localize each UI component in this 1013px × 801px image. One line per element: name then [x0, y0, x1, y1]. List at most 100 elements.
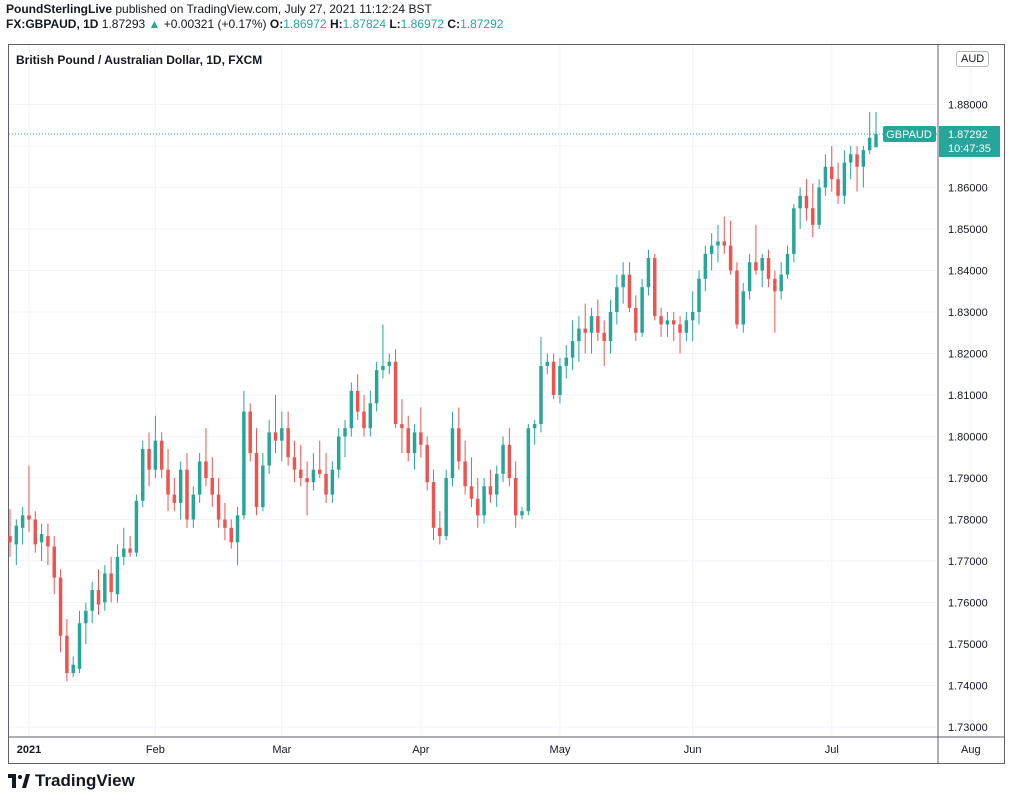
candle-body[interactable]	[159, 440, 164, 470]
candle-body[interactable]	[608, 312, 613, 342]
candle-body[interactable]	[438, 527, 442, 537]
candle-body[interactable]	[14, 525, 19, 545]
candle-body[interactable]	[545, 361, 550, 366]
candle-body[interactable]	[855, 154, 859, 167]
candle-body[interactable]	[678, 324, 682, 333]
candle-body[interactable]	[84, 610, 88, 624]
candle-body[interactable]	[381, 365, 385, 371]
candle-body[interactable]	[216, 494, 221, 520]
candle-body[interactable]	[539, 365, 543, 425]
candle-body[interactable]	[728, 245, 733, 271]
candle-body[interactable]	[804, 195, 809, 209]
candle-body[interactable]	[96, 590, 101, 605]
candle-body[interactable]	[634, 307, 638, 333]
candle-body[interactable]	[412, 432, 417, 454]
candle-body[interactable]	[621, 274, 625, 288]
candle-body[interactable]	[773, 278, 777, 292]
candle-body[interactable]	[324, 473, 328, 495]
candle-body[interactable]	[235, 515, 240, 543]
candle-body[interactable]	[115, 556, 120, 595]
candle-body[interactable]	[305, 478, 309, 483]
candle-body[interactable]	[659, 316, 663, 325]
candle-body[interactable]	[229, 527, 233, 543]
candle-body[interactable]	[690, 312, 695, 321]
candle-body[interactable]	[798, 195, 802, 209]
candle-body[interactable]	[336, 436, 341, 470]
candle-body[interactable]	[8, 536, 12, 543]
candle-body[interactable]	[646, 258, 651, 288]
candle-body[interactable]	[754, 262, 758, 271]
candle-body[interactable]	[431, 482, 436, 528]
candle-body[interactable]	[596, 316, 600, 333]
candle-body[interactable]	[842, 162, 847, 196]
candle-body[interactable]	[299, 469, 303, 478]
candle-body[interactable]	[653, 258, 657, 317]
candle-body[interactable]	[615, 287, 619, 312]
candle-body[interactable]	[526, 428, 531, 512]
candle-body[interactable]	[185, 469, 189, 520]
candle-body[interactable]	[242, 411, 246, 516]
candle-body[interactable]	[197, 461, 202, 495]
candle-body[interactable]	[223, 519, 227, 528]
candle-body[interactable]	[33, 519, 38, 545]
candle-body[interactable]	[52, 546, 56, 578]
candle-body[interactable]	[671, 320, 676, 325]
candle-body[interactable]	[450, 428, 455, 478]
candle-body[interactable]	[830, 166, 834, 180]
candle-body[interactable]	[362, 411, 366, 429]
candle-body[interactable]	[368, 403, 373, 429]
candle-body[interactable]	[254, 453, 259, 508]
candle-body[interactable]	[709, 245, 714, 254]
candle-body[interactable]	[602, 332, 606, 342]
candle-body[interactable]	[425, 444, 429, 483]
candle-body[interactable]	[355, 390, 360, 412]
candle-body[interactable]	[273, 432, 278, 441]
candle-body[interactable]	[469, 486, 474, 499]
candle-body[interactable]	[286, 428, 290, 458]
candle-body[interactable]	[406, 428, 410, 454]
candle-body[interactable]	[558, 365, 562, 395]
candle-body[interactable]	[779, 274, 783, 292]
candle-body[interactable]	[747, 262, 752, 292]
candle-body[interactable]	[191, 494, 196, 520]
candle-body[interactable]	[248, 411, 252, 454]
candle-body[interactable]	[444, 478, 448, 537]
candle-body[interactable]	[570, 341, 575, 358]
candle-body[interactable]	[71, 664, 75, 674]
candle-body[interactable]	[861, 150, 866, 167]
candle-body[interactable]	[65, 635, 69, 674]
candle-body[interactable]	[823, 166, 828, 188]
candle-body[interactable]	[665, 320, 670, 325]
candle-body[interactable]	[134, 500, 139, 553]
candle-body[interactable]	[848, 154, 853, 163]
candle-body[interactable]	[419, 432, 423, 445]
candle-body[interactable]	[722, 241, 727, 246]
candle-body[interactable]	[172, 494, 177, 503]
candle-body[interactable]	[640, 287, 644, 333]
candle-body[interactable]	[817, 187, 821, 225]
candle-body[interactable]	[792, 208, 796, 254]
candle-body[interactable]	[39, 534, 44, 543]
candle-body[interactable]	[147, 448, 151, 470]
candle-body[interactable]	[393, 361, 398, 425]
candle-body[interactable]	[507, 444, 512, 478]
candle-body[interactable]	[703, 253, 708, 279]
candle-body[interactable]	[501, 444, 505, 474]
candle-body[interactable]	[280, 428, 284, 441]
candle-body[interactable]	[311, 469, 316, 483]
candle-body[interactable]	[457, 428, 461, 462]
candle-body[interactable]	[317, 469, 322, 474]
candle-body[interactable]	[766, 258, 771, 279]
candle-body[interactable]	[520, 511, 524, 516]
candle-body[interactable]	[577, 328, 581, 342]
candle-body[interactable]	[874, 133, 878, 148]
candle-body[interactable]	[476, 498, 480, 516]
candle-body[interactable]	[27, 515, 31, 520]
candle-body[interactable]	[204, 461, 208, 478]
candle-body[interactable]	[77, 623, 82, 669]
candle-body[interactable]	[589, 316, 594, 333]
candle-body[interactable]	[153, 440, 158, 470]
candle-body[interactable]	[513, 478, 518, 516]
candle-body[interactable]	[210, 478, 215, 495]
